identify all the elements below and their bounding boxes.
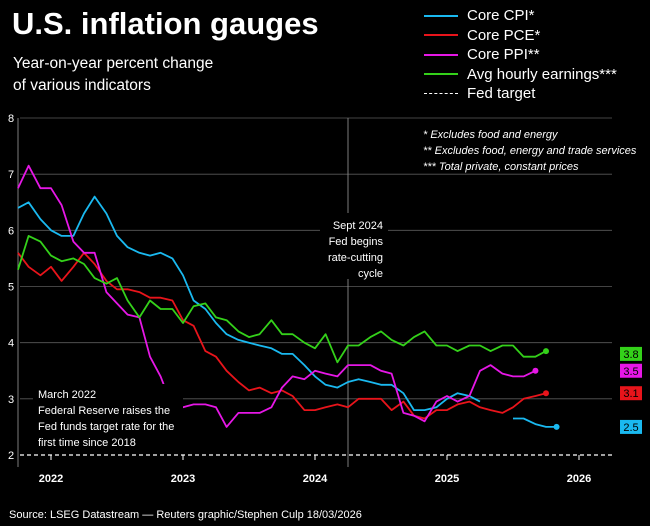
legend-item-avg-hourly-earnings: Avg hourly earnings*** <box>424 65 617 85</box>
chart-gridlines <box>20 117 612 400</box>
end-badge-value-core-cpi: 2.5 <box>623 422 638 434</box>
series-line-core-cpi <box>17 195 557 428</box>
series-end-dot-core-cpi <box>553 423 560 430</box>
end-badge-box-core-ppi <box>620 363 642 378</box>
annotation-sept-2024-line4: cycle <box>358 268 383 280</box>
legend-item-core-cpi: Core CPI* <box>424 6 617 26</box>
series-line-core-ppi <box>17 164 536 428</box>
series-line-avg-hourly-earnings <box>17 235 547 364</box>
x-tick-label-2022: 2022 <box>39 473 63 485</box>
legend-swatch-core-ppi <box>424 53 458 56</box>
chart-series <box>17 164 560 430</box>
x-axis-ticks: 2022 2023 2024 2025 2026 <box>39 455 591 485</box>
legend-label-fed-target: Fed target <box>467 85 536 102</box>
y-tick-label-6: 6 <box>8 225 14 237</box>
x-tick-label-2024: 2024 <box>303 473 328 485</box>
legend-label-core-pce: Core PCE* <box>467 26 541 44</box>
end-value-badges: 2.5 3.1 3.5 3.8 <box>620 346 642 434</box>
x-tick-label-2023: 2023 <box>171 473 195 485</box>
legend-swatch-fed-target <box>424 93 458 95</box>
annotation-sept-2024-line1: Sept 2024 <box>333 220 383 232</box>
end-badge-value-core-ppi: 3.5 <box>623 366 638 378</box>
legend-swatch-core-cpi <box>424 14 458 17</box>
series-end-dot-core-ppi <box>532 367 539 374</box>
legend-item-core-pce: Core PCE* <box>424 26 617 46</box>
end-badge-core-pce: 3.1 <box>620 386 642 401</box>
end-badge-value-avg-hourly-earnings: 3.8 <box>623 349 638 361</box>
chart-footnotes: * Excludes food and energy ** Excludes f… <box>423 127 636 175</box>
footnote-1: * Excludes food and energy <box>423 129 558 141</box>
y-tick-label-2: 2 <box>8 450 14 462</box>
annotation-march-2022: March 2022 Federal Reserve raises the Fe… <box>33 384 183 450</box>
end-badge-core-ppi: 3.5 <box>620 363 642 378</box>
y-tick-label-7: 7 <box>8 169 14 181</box>
legend-label-avg-hourly-earnings: Avg hourly earnings*** <box>467 65 617 83</box>
legend-label-core-ppi: Core PPI** <box>467 46 540 63</box>
x-tick-label-2026: 2026 <box>567 473 591 485</box>
legend-item-core-ppi: Core PPI** <box>424 45 617 65</box>
series-line-core-pce <box>17 251 547 420</box>
annotation-sept-2024: Sept 2024 Fed begins rate-cutting cycle <box>320 213 388 280</box>
annotation-march-2022-line2: Federal Reserve raises the <box>38 405 170 417</box>
annotation-sept-2024-line2: Fed begins <box>329 236 384 248</box>
legend-label-core-cpi: Core CPI* <box>467 7 535 24</box>
end-badge-core-cpi: 2.5 <box>620 419 642 434</box>
y-axis-ticks: 2 3 4 5 6 7 8 <box>8 113 14 462</box>
annotation-sept-2024-line3: rate-cutting <box>328 252 383 264</box>
y-tick-label-5: 5 <box>8 282 14 294</box>
end-badge-value-core-pce: 3.1 <box>623 388 638 400</box>
y-tick-label-8: 8 <box>8 113 14 125</box>
legend-swatch-avg-hourly-earnings <box>424 73 458 76</box>
y-tick-label-4: 4 <box>8 338 14 350</box>
annotation-march-2022-line1: March 2022 <box>38 389 96 401</box>
end-badge-box-avg-hourly-earnings <box>620 346 642 361</box>
chart-subtitle: Year-on-year percent change of various i… <box>13 53 273 97</box>
subtitle-line-2: of various indicators <box>13 77 151 94</box>
legend-item-fed-target: Fed target <box>424 84 617 104</box>
y-tick-label-3: 3 <box>8 394 14 406</box>
end-badge-avg-hourly-earnings: 3.8 <box>620 346 642 361</box>
footnote-2: ** Excludes food, energy and trade servi… <box>423 145 637 157</box>
subtitle-line-1: Year-on-year percent change <box>13 55 214 72</box>
series-end-dot-core-pce <box>543 390 549 397</box>
end-badge-box-core-pce <box>620 386 642 401</box>
series-end-dot-avg-hourly-earnings <box>543 348 549 355</box>
end-badge-box-core-cpi <box>620 419 642 434</box>
legend-swatch-core-pce <box>424 34 458 37</box>
annotation-march-2022-line3: Fed funds target rate for the <box>38 421 174 433</box>
chart-title: U.S. inflation gauges <box>12 6 319 41</box>
annotation-march-2022-line4: first time since 2018 <box>38 437 136 449</box>
chart-legend: Core CPI* Core PCE* Core PPI** Avg hourl… <box>424 6 617 104</box>
footnote-3: *** Total private, constant prices <box>423 161 579 173</box>
x-tick-label-2025: 2025 <box>435 473 459 485</box>
chart-annotation-lines <box>17 118 349 467</box>
source-credit: Source: LSEG Datastream — Reuters graphi… <box>9 509 362 521</box>
